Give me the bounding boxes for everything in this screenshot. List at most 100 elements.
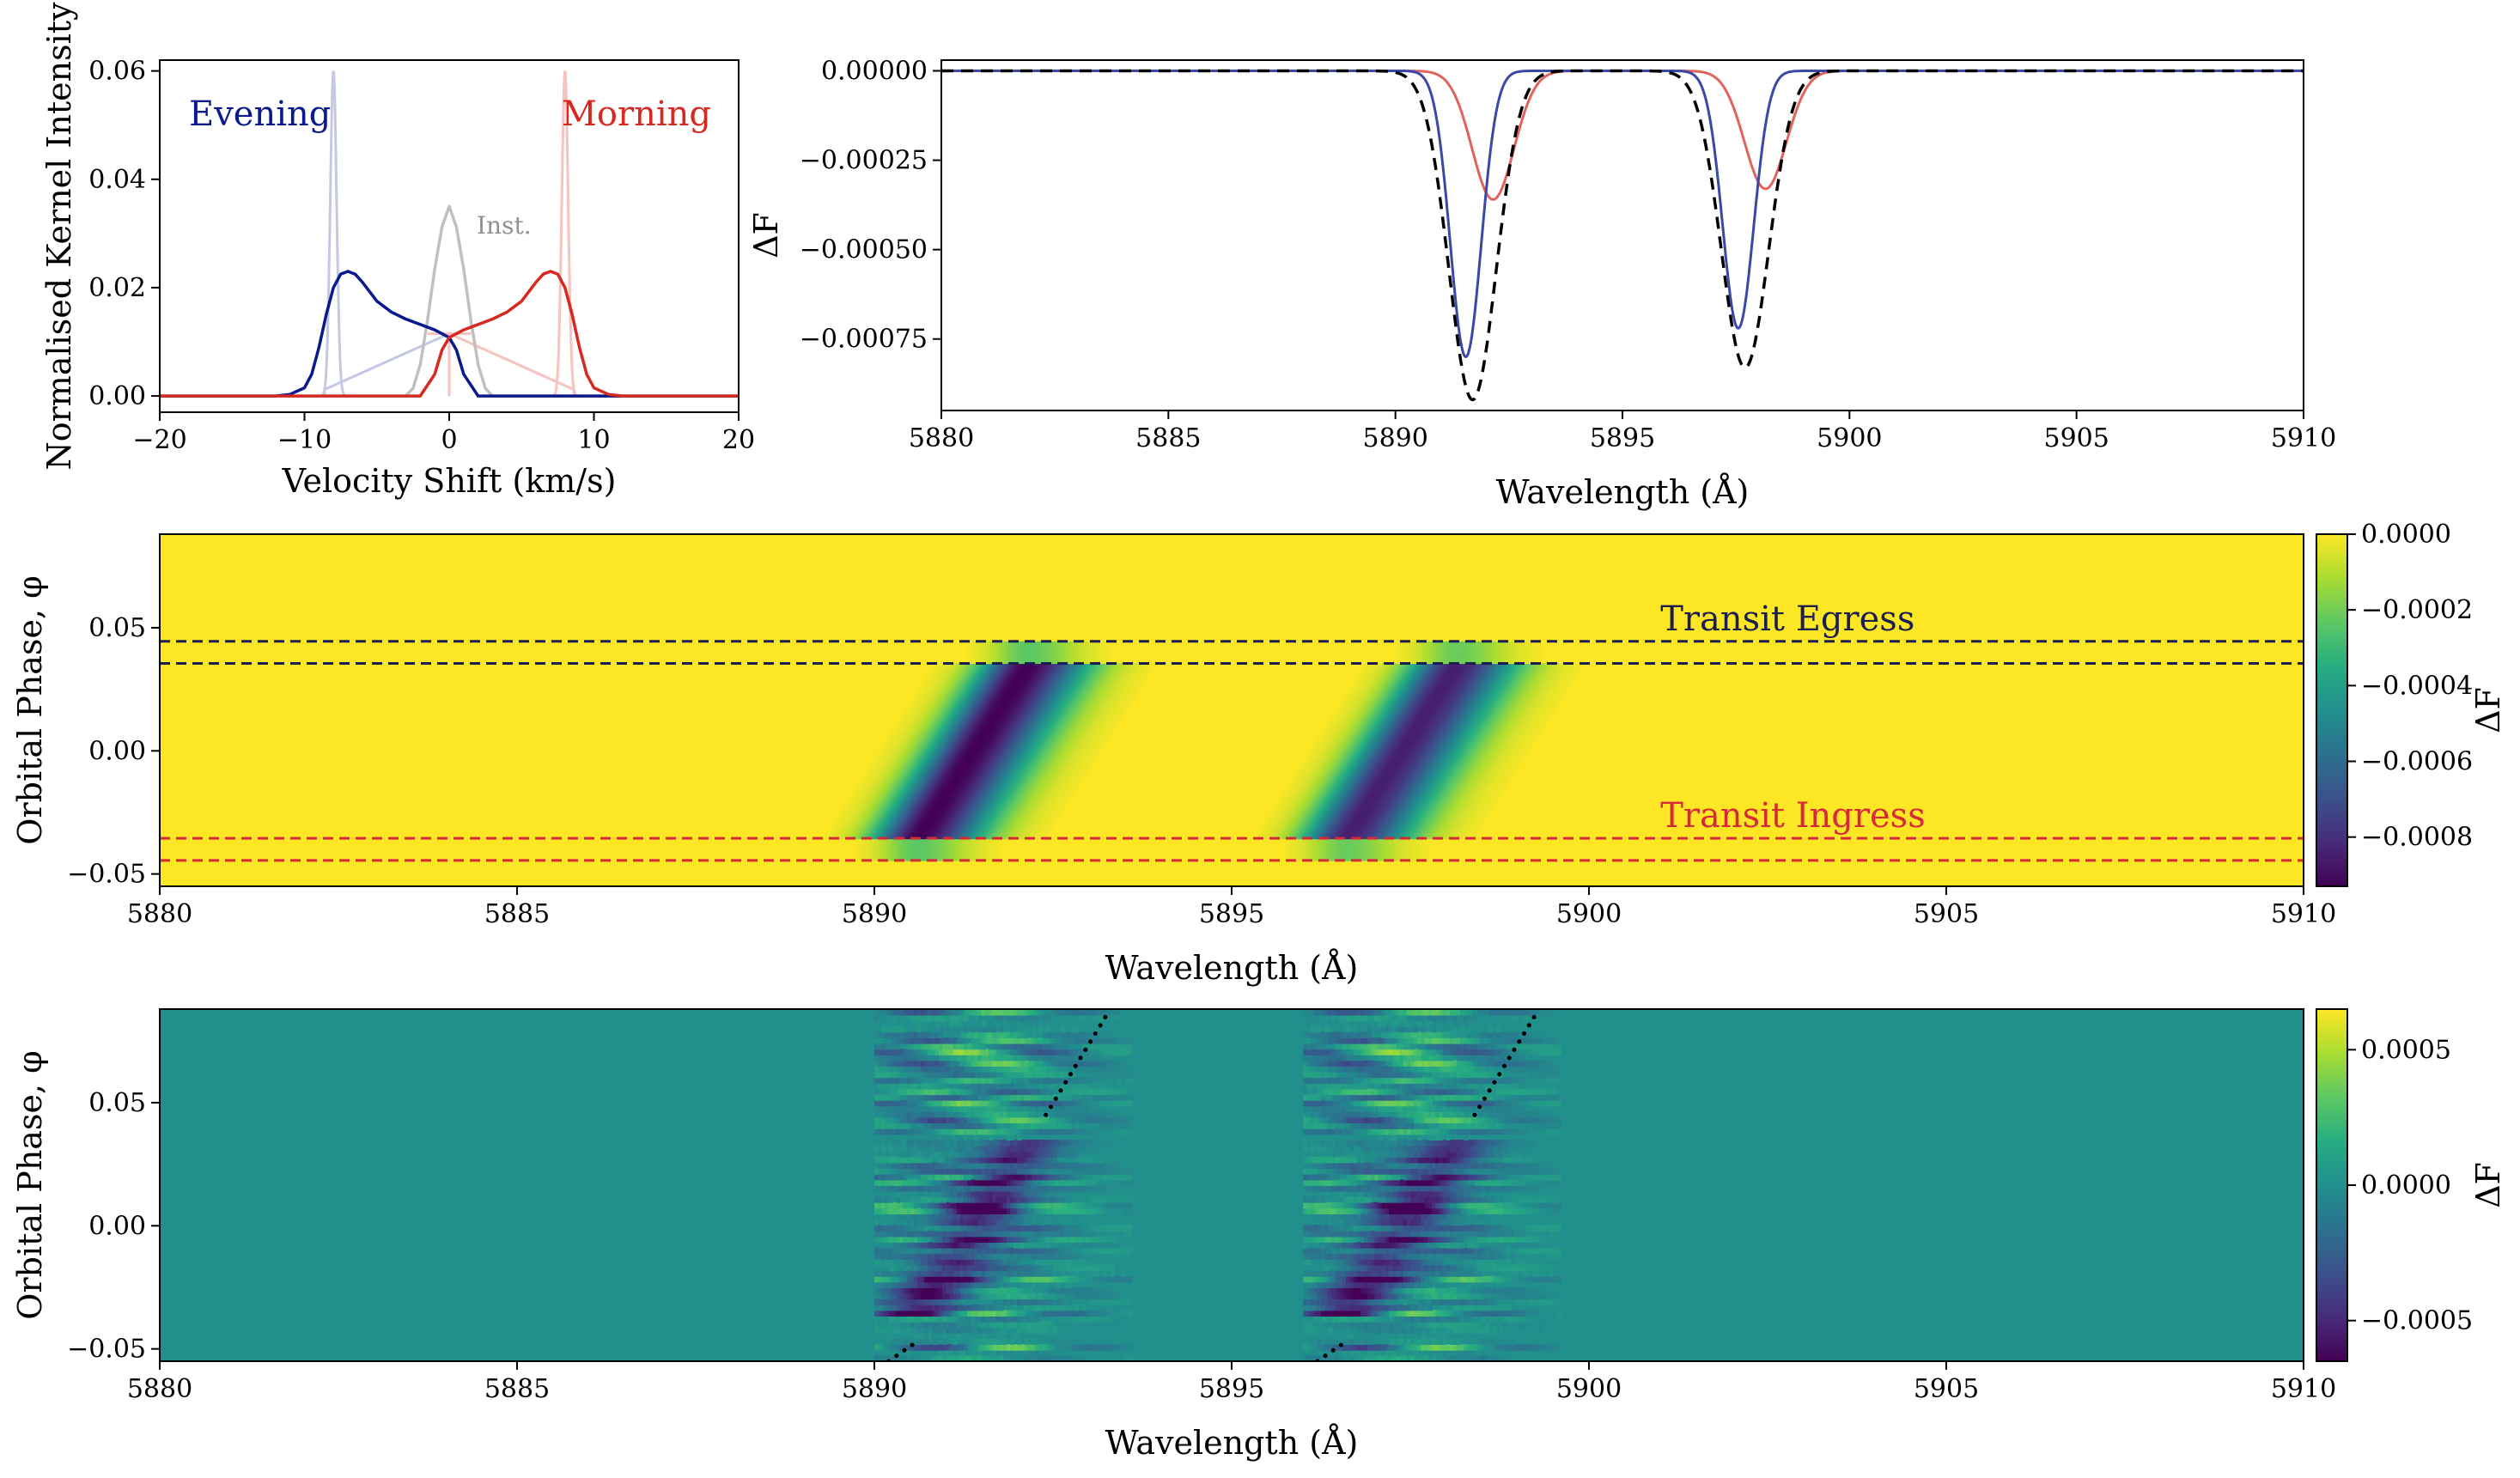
model-map-cell xyxy=(830,825,833,830)
model-map-cell xyxy=(931,810,935,815)
model-map-cell xyxy=(880,851,883,855)
model-map-cell xyxy=(979,854,983,859)
model-map-cell xyxy=(1413,835,1417,840)
model-map-cell xyxy=(861,816,864,821)
model-map-cell xyxy=(955,819,959,824)
model-map-cell xyxy=(1352,844,1355,849)
model-map-cell xyxy=(1374,804,1379,808)
model-map-cell xyxy=(1385,851,1389,855)
model-map-cell xyxy=(988,804,991,808)
model-map-cell xyxy=(947,842,950,846)
model-map-cell xyxy=(1473,806,1476,812)
model-map-cell xyxy=(871,806,874,812)
model-map-cell xyxy=(1295,844,1300,849)
model-map-cell xyxy=(845,800,849,806)
model-map-cell xyxy=(1416,810,1421,815)
model-map-cell xyxy=(1348,816,1352,821)
model-map-cell xyxy=(950,844,954,849)
model-map-cell xyxy=(957,825,960,830)
model-map-cell xyxy=(950,804,953,808)
model-map-cell xyxy=(1415,851,1418,855)
model-map-cell xyxy=(1030,819,1033,824)
model-map-cell xyxy=(865,806,868,812)
model-map-cell xyxy=(984,825,988,830)
model-map-cell xyxy=(942,842,946,846)
model-map-cell xyxy=(882,823,886,827)
model-map-cell xyxy=(1375,854,1379,859)
model-map-cell xyxy=(1269,819,1272,824)
model-map-cell xyxy=(1397,825,1400,830)
model-map-cell xyxy=(855,825,858,830)
model-map-cell xyxy=(850,813,854,818)
model-map-cell xyxy=(1385,825,1390,830)
model-map-cell xyxy=(1461,813,1464,818)
model-map-cell xyxy=(1012,829,1015,833)
model-map-cell xyxy=(1007,804,1010,808)
model-map-cell xyxy=(836,829,840,833)
model-map-cell xyxy=(892,832,896,836)
model-map-cell xyxy=(1323,823,1327,827)
model-map-cell xyxy=(913,848,916,852)
model-map-cell xyxy=(884,848,887,852)
model-map-cell xyxy=(850,810,854,815)
model-map-cell xyxy=(1337,806,1341,812)
model-map-cell xyxy=(1002,816,1007,821)
model-map-cell xyxy=(1007,810,1010,815)
model-map-cell xyxy=(919,816,922,821)
model-map-cell xyxy=(935,806,939,812)
model-map-cell xyxy=(1271,829,1275,833)
model-map-cell xyxy=(1043,825,1046,830)
model-map-cell xyxy=(853,823,856,827)
model-map-cell xyxy=(940,851,943,855)
model-map-cell xyxy=(1354,829,1358,833)
model-map-cell xyxy=(936,835,940,840)
model-map-cell xyxy=(998,806,1001,812)
model-map-cell xyxy=(954,844,958,849)
model-map-cell xyxy=(1407,819,1410,824)
model-map-cell xyxy=(1362,806,1366,812)
model-map-cell xyxy=(906,857,910,861)
model-map-cell xyxy=(1400,854,1403,859)
model-map-cell xyxy=(1325,832,1329,836)
model-map-cell xyxy=(1306,816,1310,821)
model-map-cell xyxy=(1308,854,1312,859)
model-map-cell xyxy=(1026,810,1029,815)
model-map-cell xyxy=(1279,813,1282,818)
model-map-cell xyxy=(1352,804,1355,808)
model-map-cell xyxy=(1318,854,1322,859)
model-map-cell xyxy=(839,810,843,815)
model-map-cell xyxy=(1308,813,1312,818)
model-map-cell xyxy=(975,806,979,812)
model-map-cell xyxy=(1400,810,1403,815)
model-map-cell xyxy=(915,844,918,849)
model-map-cell xyxy=(852,819,856,824)
model-map-cell xyxy=(1287,848,1291,852)
model-map-cell xyxy=(861,806,864,812)
model-map-cell xyxy=(950,806,953,812)
model-map-cell xyxy=(1317,825,1320,830)
model-map-cell xyxy=(967,844,971,849)
model-map-cell xyxy=(1285,813,1288,818)
model-map-cell xyxy=(916,823,919,827)
model-map-cell xyxy=(1373,829,1377,833)
model-map-cell xyxy=(1310,804,1313,808)
model-map-cell xyxy=(976,816,979,821)
model-map-cell xyxy=(1466,804,1470,808)
model-map-cell xyxy=(1346,810,1349,815)
model-map-cell xyxy=(1362,854,1366,859)
model-map-cell xyxy=(849,825,852,830)
model-map-cell xyxy=(1362,838,1366,842)
model-map-cell xyxy=(1427,816,1431,821)
model-map-cell xyxy=(901,825,904,830)
model-map-cell xyxy=(1397,835,1400,840)
model-map-cell xyxy=(1328,835,1331,840)
model-map-cell xyxy=(1320,854,1324,859)
model-map-cell xyxy=(1350,816,1354,821)
model-map-cell xyxy=(1354,838,1358,842)
model-map-cell xyxy=(1387,848,1391,852)
evening-spectrum-line xyxy=(941,70,2304,358)
model-map-cell xyxy=(912,806,916,812)
model-map-cell xyxy=(998,854,1002,859)
model-map-cell xyxy=(1415,810,1418,815)
